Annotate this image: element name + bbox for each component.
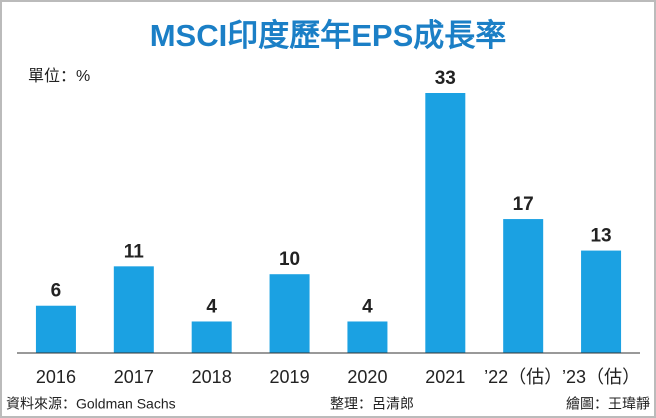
value-label: 33 [435, 68, 456, 89]
x-tick-label: 2016 [36, 367, 76, 387]
value-label: 4 [362, 297, 373, 318]
x-tick-label: 2021 [425, 367, 465, 387]
source-note: 資料來源：Goldman Sachs [6, 396, 176, 412]
x-tick-label: 2018 [192, 367, 232, 387]
x-tick-label: ’22（估） [484, 367, 562, 387]
bar [269, 274, 310, 353]
x-tick-label: 2020 [347, 367, 387, 387]
value-label: 4 [206, 297, 217, 318]
bar [113, 266, 154, 353]
value-label: 6 [51, 281, 62, 302]
bar [191, 321, 232, 353]
x-tick-label: 2017 [114, 367, 154, 387]
value-label: 11 [124, 241, 145, 262]
x-tick-label: 2019 [270, 367, 310, 387]
unit-label: 單位：% [28, 67, 90, 85]
bar [347, 321, 388, 353]
chart-title: MSCI印度歷年EPS成長率 [150, 18, 507, 53]
bar [425, 93, 466, 353]
editor-note: 整理：呂清郎 [330, 396, 414, 412]
bar [35, 305, 76, 353]
value-label: 17 [513, 194, 534, 215]
value-label: 10 [279, 249, 300, 270]
graphic-note: 繪圖：王瑋靜 [566, 396, 650, 412]
bar [581, 250, 622, 353]
x-tick-label: ’23（估） [562, 367, 640, 387]
value-label: 13 [590, 226, 611, 247]
bar [503, 219, 544, 353]
